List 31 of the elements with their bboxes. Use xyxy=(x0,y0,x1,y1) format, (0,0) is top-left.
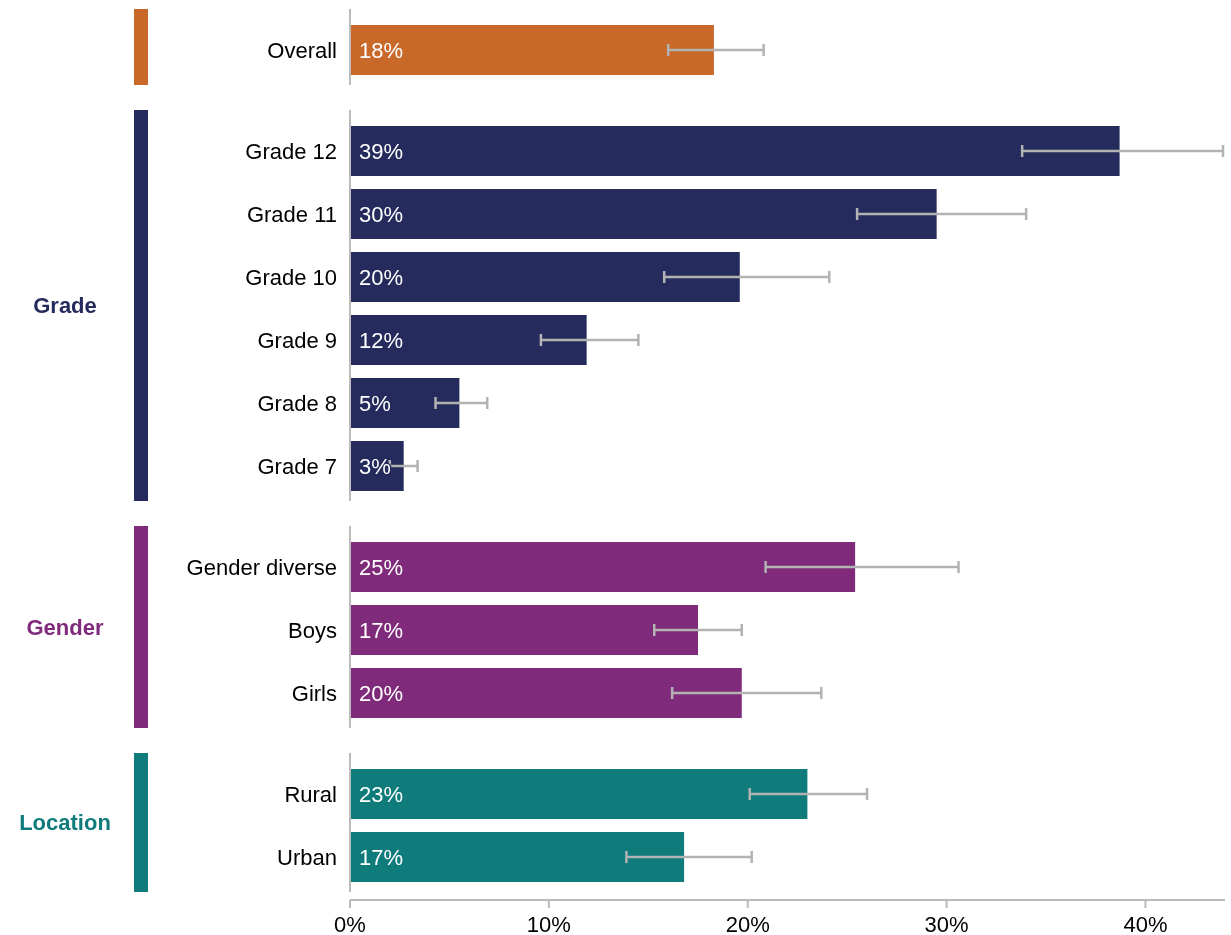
y-tick-label: Grade 8 xyxy=(257,390,337,416)
y-tick-label: Gender diverse xyxy=(186,554,337,580)
text: Gender xyxy=(26,614,104,640)
y-tick-label: Grade 10 xyxy=(245,264,337,290)
y-tick-label: Rural xyxy=(284,781,337,807)
x-tick-label: 10% xyxy=(526,911,571,935)
y-tick-label: Boys xyxy=(288,617,337,643)
data-label: 20% xyxy=(359,680,404,706)
x-tick-label: 0% xyxy=(334,911,366,935)
y-tick-label: Grade 11 xyxy=(246,201,337,227)
data-label: 17% xyxy=(359,617,404,643)
data-label: 18% xyxy=(359,37,404,63)
y-tick-label: Urban xyxy=(277,844,337,870)
data-label: 39% xyxy=(359,138,404,164)
y-tick-label: Grade 12 xyxy=(245,138,337,164)
data-label: 12% xyxy=(359,327,404,353)
x-tick-label: 40% xyxy=(1123,911,1168,935)
text: Location xyxy=(19,810,111,836)
y-tick-label: Grade 9 xyxy=(257,327,337,353)
x-tick-label: 20% xyxy=(725,911,770,935)
x-tick-label: 30% xyxy=(924,911,969,935)
data-label: 5% xyxy=(359,390,391,416)
y-tick-label: Grade 7 xyxy=(257,453,337,479)
y-tick-label: Girls xyxy=(291,680,337,706)
data-label: 17% xyxy=(359,844,404,870)
data-label: 23% xyxy=(359,781,404,807)
data-label: 20% xyxy=(359,264,404,290)
text: Grade xyxy=(33,293,97,319)
data-label: 25% xyxy=(359,554,404,580)
data-label: 30% xyxy=(359,201,404,227)
y-tick-label: Overall xyxy=(267,37,337,63)
